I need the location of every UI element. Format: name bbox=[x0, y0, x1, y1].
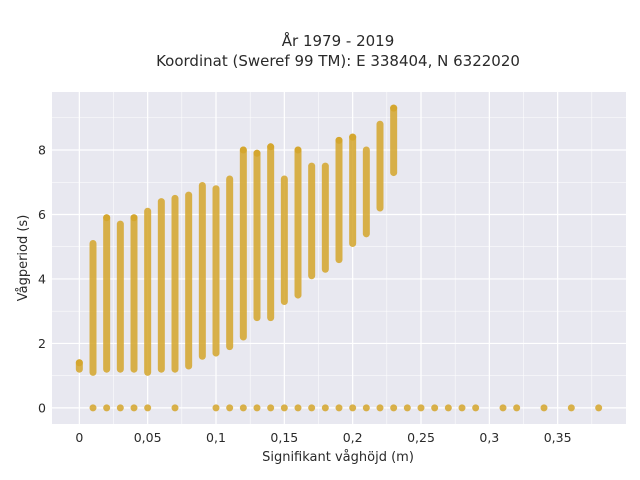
y-tick-label: 6 bbox=[38, 207, 46, 222]
x-tick-label: 0 bbox=[75, 430, 83, 445]
data-point-column bbox=[362, 146, 370, 238]
data-point bbox=[253, 149, 261, 157]
data-point-column bbox=[349, 133, 357, 247]
data-point-column bbox=[376, 120, 384, 212]
data-point bbox=[335, 136, 343, 144]
data-point bbox=[130, 214, 138, 222]
data-point-column bbox=[390, 104, 398, 177]
data-point bbox=[362, 404, 370, 412]
data-point bbox=[472, 404, 480, 412]
data-point bbox=[335, 404, 343, 412]
x-axis-label: Signifikant våghöjd (m) bbox=[262, 450, 414, 465]
data-point bbox=[253, 404, 261, 412]
x-tick-label: 0,1 bbox=[206, 430, 226, 445]
data-point bbox=[321, 404, 329, 412]
data-point bbox=[308, 404, 316, 412]
data-point-column bbox=[185, 191, 193, 370]
chart-subtitle: Koordinat (Sweref 99 TM): E 338404, N 63… bbox=[156, 52, 520, 70]
x-tick-label: 0,2 bbox=[343, 430, 363, 445]
data-point bbox=[458, 404, 466, 412]
data-point-column bbox=[294, 146, 302, 299]
data-point bbox=[390, 104, 398, 112]
points bbox=[75, 104, 603, 412]
x-tick-label: 0,35 bbox=[544, 430, 572, 445]
data-point bbox=[540, 404, 548, 412]
data-point-column bbox=[157, 198, 165, 373]
data-point bbox=[89, 404, 97, 412]
tick-labels: 0 0,05 0,1 0,15 0,2 0,25 0,3 0,35 0 2 4 6 8 bbox=[38, 143, 572, 445]
data-point-column bbox=[267, 143, 275, 322]
data-point bbox=[294, 404, 302, 412]
data-point bbox=[417, 404, 425, 412]
data-point bbox=[595, 404, 603, 412]
data-point bbox=[239, 146, 247, 154]
y-tick-label: 8 bbox=[38, 143, 46, 158]
x-tick-label: 0,3 bbox=[479, 430, 499, 445]
data-point-column bbox=[130, 214, 138, 373]
x-tick-label: 0,25 bbox=[407, 430, 435, 445]
data-point bbox=[349, 404, 357, 412]
data-point bbox=[431, 404, 439, 412]
data-point-column bbox=[308, 162, 316, 280]
data-point bbox=[513, 404, 521, 412]
data-point bbox=[267, 404, 275, 412]
data-point-column bbox=[239, 146, 247, 341]
data-point-column bbox=[212, 185, 220, 357]
data-point bbox=[567, 404, 575, 412]
y-axis-label: Vågperiod (s) bbox=[16, 215, 31, 302]
data-point-column bbox=[171, 194, 179, 373]
data-point bbox=[103, 214, 111, 222]
chart-title: År 1979 - 2019 bbox=[282, 31, 395, 50]
data-point bbox=[403, 404, 411, 412]
data-point-column bbox=[226, 175, 234, 351]
x-tick-label: 0,05 bbox=[134, 430, 162, 445]
data-point bbox=[144, 404, 152, 412]
data-point bbox=[103, 404, 111, 412]
y-tick-label: 4 bbox=[38, 271, 46, 286]
data-point-column bbox=[198, 181, 206, 360]
data-point-column bbox=[116, 220, 124, 373]
data-point-column bbox=[280, 175, 288, 306]
data-point bbox=[130, 404, 138, 412]
data-point bbox=[226, 404, 234, 412]
data-point bbox=[294, 146, 302, 154]
data-point bbox=[116, 404, 124, 412]
data-point bbox=[239, 404, 247, 412]
data-point-column bbox=[144, 207, 152, 376]
data-point bbox=[349, 133, 357, 141]
data-point-column bbox=[335, 136, 343, 264]
data-point-column bbox=[103, 214, 111, 373]
data-point bbox=[444, 404, 452, 412]
data-point bbox=[267, 143, 275, 151]
data-point bbox=[376, 404, 384, 412]
data-point bbox=[75, 359, 83, 367]
y-tick-label: 0 bbox=[38, 400, 46, 415]
data-point bbox=[390, 404, 398, 412]
data-point-column bbox=[253, 149, 261, 322]
data-point-column bbox=[89, 239, 97, 376]
data-point bbox=[212, 404, 220, 412]
y-tick-label: 2 bbox=[38, 336, 46, 351]
data-point bbox=[171, 404, 179, 412]
data-point bbox=[280, 404, 288, 412]
data-point-column bbox=[321, 162, 329, 273]
data-point bbox=[499, 404, 507, 412]
x-tick-label: 0,15 bbox=[270, 430, 298, 445]
